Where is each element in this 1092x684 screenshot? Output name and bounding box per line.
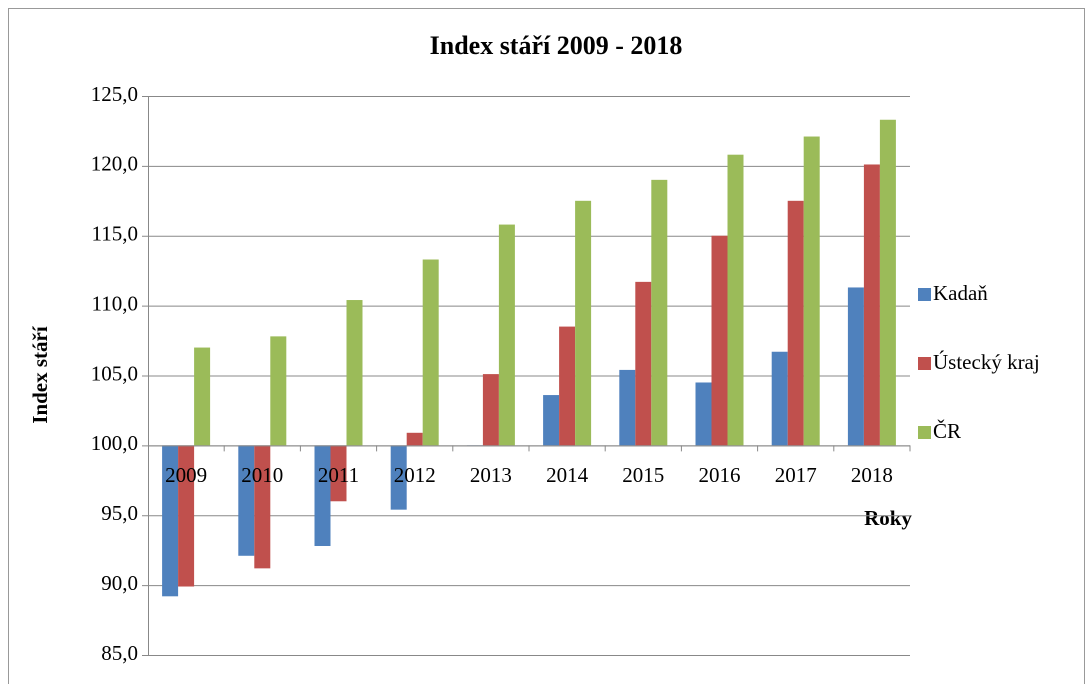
bar [314,445,331,546]
bar [422,259,439,446]
bar [619,369,636,446]
y-axis-label: Index stáří [28,325,52,424]
bar [482,374,499,446]
bar [787,200,804,446]
legend-label: Kadaň [933,281,988,305]
y-tick-label: 85,0 [101,641,138,665]
x-axis-label: Roky [864,506,912,530]
bar [803,136,820,446]
chart-title: Index stáří 2009 - 2018 [430,31,683,60]
bar [879,119,896,446]
bar [771,351,788,446]
bar [543,395,560,446]
bar [270,336,287,446]
bar [847,287,864,446]
x-tick-label: 2012 [394,463,436,487]
y-tick-label: 105,0 [91,361,138,385]
x-tick-label: 2010 [241,463,283,487]
x-tick-label: 2009 [165,463,207,487]
legend-swatch [918,426,931,439]
y-tick-label: 110,0 [92,291,138,315]
bar [194,347,211,446]
bar [651,179,668,446]
x-tick-label: 2016 [699,463,741,487]
y-tick-label: 120,0 [91,152,138,176]
bar [390,445,407,510]
legend-swatch [918,288,931,301]
x-tick-label: 2015 [622,463,664,487]
bar [330,445,347,502]
x-tick-label: 2014 [546,463,589,487]
y-tick-label: 90,0 [101,571,138,595]
bar [406,432,423,446]
bar [162,445,179,597]
y-tick-label: 95,0 [101,501,138,525]
legend-swatch [918,357,931,370]
x-tick-label: 2013 [470,463,512,487]
bar [711,235,728,446]
legend-label: Ústecký kraj [933,350,1040,374]
bar [346,300,363,446]
x-tick-label: 2017 [775,463,817,487]
y-tick-label: 115,0 [92,222,138,246]
x-tick-label: 2018 [851,463,893,487]
bar [254,445,271,569]
bar [178,445,195,587]
bar [863,164,880,446]
bar [695,382,712,446]
bar [238,445,255,556]
bar [498,224,515,446]
bar [575,200,592,446]
y-tick-label: 125,0 [91,82,138,106]
bar [559,326,576,446]
x-tick-label: 2011 [318,463,359,487]
y-tick-label: 100,0 [91,431,138,455]
legend-label: ČR [933,419,961,443]
bar [635,281,652,446]
bar [727,154,744,446]
